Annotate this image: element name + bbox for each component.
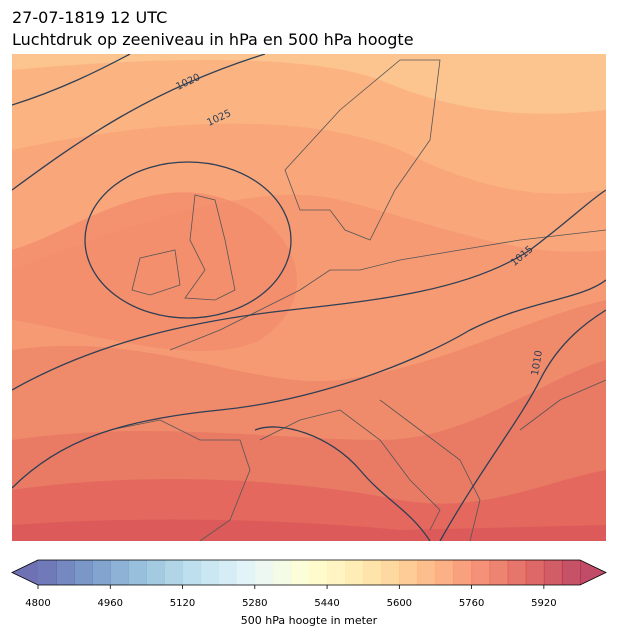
colorbar-band	[327, 560, 346, 585]
colorbar-tick-label: 5440	[314, 598, 339, 609]
colorbar-extend	[580, 560, 606, 585]
colorbar-band	[92, 560, 111, 585]
colorbar-band	[146, 560, 165, 585]
colorbar-band	[254, 560, 274, 585]
colorbar-band	[363, 560, 382, 585]
contour-label: 1010	[530, 350, 545, 377]
isobars	[12, 54, 606, 541]
colorbar-tick-label: 5120	[170, 598, 195, 609]
colorbar-band	[200, 560, 220, 585]
colorbar-band	[309, 560, 328, 585]
colorbar-outline	[11, 559, 607, 586]
height-field	[12, 54, 606, 541]
colorbar-band	[182, 560, 202, 585]
colorbar-band	[38, 560, 57, 585]
colorbar-band	[56, 560, 75, 585]
colorbar-band	[128, 560, 147, 585]
colorbar-band	[471, 560, 491, 585]
colorbar-tick-label: 4800	[25, 598, 50, 609]
colorbar-band	[435, 560, 455, 585]
colorbar-band	[110, 560, 129, 585]
colorbar-tick-label: 4960	[98, 598, 123, 609]
colorbar-tick-label: 5600	[387, 598, 412, 609]
colorbar-band	[218, 560, 238, 585]
colorbar-tick-label: 5920	[531, 598, 556, 609]
subtitle: Luchtdruk op zeeniveau in hPa en 500 hPa…	[12, 30, 414, 49]
colorbar-band	[489, 560, 509, 585]
colorbar-band	[561, 560, 581, 585]
coastlines	[109, 59, 606, 541]
colorbar-band	[525, 560, 545, 585]
colorbar-band	[507, 560, 527, 585]
colorbar-band	[381, 560, 400, 585]
colorbar-band	[272, 560, 292, 585]
colorbar-tick-label: 5280	[242, 598, 267, 609]
colorbar-band	[74, 560, 93, 585]
colorbar-band	[399, 560, 418, 585]
colorbar-band	[417, 560, 436, 585]
colorbar-label: 500 hPa hoogte in meter	[241, 614, 378, 627]
colorbar-band	[543, 560, 563, 585]
colorbar-tick-label: 5760	[459, 598, 484, 609]
colorbar-band	[290, 560, 310, 585]
colorbar-extend	[12, 560, 38, 585]
colorbar-band	[164, 560, 184, 585]
colorbar-band	[345, 560, 364, 585]
colorbar-band	[453, 560, 473, 585]
title: 27-07-1819 12 UTC	[12, 8, 168, 27]
colorbar-band	[236, 560, 256, 585]
